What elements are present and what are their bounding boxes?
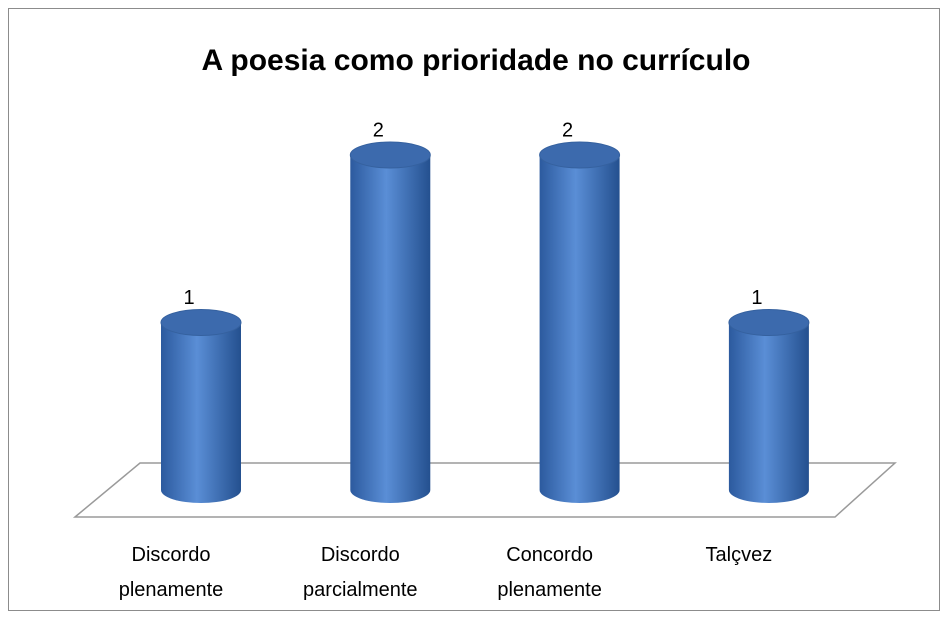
chart-frame: [8, 8, 940, 611]
data-label: 2: [373, 119, 384, 141]
x-tick-label: Talçvez: [705, 544, 773, 566]
chart-title: A poesia como prioridade no currículo: [202, 44, 751, 77]
floor: [72, 462, 897, 518]
bar: [539, 155, 620, 504]
x-tick-label: Discordo parcialmente: [303, 544, 418, 601]
bar-top: [539, 141, 621, 169]
data-label: 2: [562, 119, 573, 141]
bar-top: [728, 309, 810, 336]
bar: [161, 322, 241, 503]
data-label: 1: [183, 287, 194, 309]
data-label: 1: [751, 287, 762, 309]
bar: [728, 322, 809, 504]
bar-top: [160, 309, 242, 336]
bar: [350, 155, 431, 504]
bar-top: [349, 141, 431, 169]
x-tick-label: Concordo plenamente: [497, 544, 602, 601]
x-tick-label: Discordo plenamente: [118, 544, 224, 601]
